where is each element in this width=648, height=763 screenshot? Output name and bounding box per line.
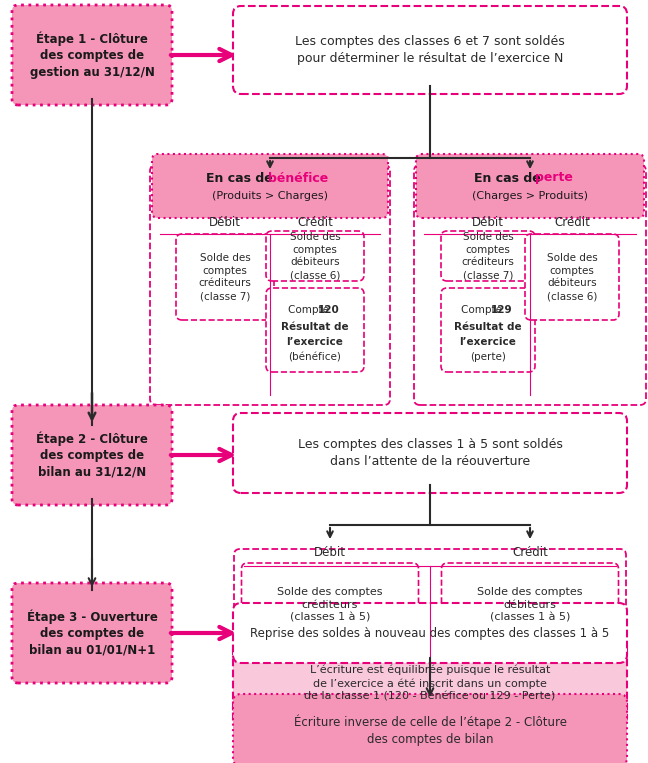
FancyBboxPatch shape <box>12 5 172 105</box>
Text: Solde des
comptes
débiteurs
(classe 6): Solde des comptes débiteurs (classe 6) <box>290 232 340 280</box>
FancyBboxPatch shape <box>233 641 627 725</box>
Text: En cas de: En cas de <box>207 172 277 185</box>
Text: bénéfice: bénéfice <box>268 172 328 185</box>
FancyBboxPatch shape <box>414 165 646 405</box>
FancyBboxPatch shape <box>150 165 390 405</box>
Text: 129: 129 <box>491 305 513 315</box>
FancyBboxPatch shape <box>441 231 535 281</box>
Text: Solde des
comptes
créditeurs
(classe 7): Solde des comptes créditeurs (classe 7) <box>198 253 251 301</box>
Text: Solde des
comptes
débiteurs
(classe 6): Solde des comptes débiteurs (classe 6) <box>547 253 597 301</box>
FancyBboxPatch shape <box>266 288 364 372</box>
FancyBboxPatch shape <box>416 154 644 218</box>
Text: (bénéfice): (bénéfice) <box>288 352 341 362</box>
Text: (Produits > Charges): (Produits > Charges) <box>212 191 328 201</box>
FancyBboxPatch shape <box>233 694 627 763</box>
Text: Compte: Compte <box>461 305 515 315</box>
FancyBboxPatch shape <box>441 288 535 372</box>
Text: Étape 2 - Clôture
des comptes de
bilan au 31/12/N: Étape 2 - Clôture des comptes de bilan a… <box>36 431 148 478</box>
Text: Les comptes des classes 6 et 7 sont soldés
pour déterminer le résultat de l’exer: Les comptes des classes 6 et 7 sont sold… <box>295 35 565 65</box>
Text: Crédit: Crédit <box>554 215 590 228</box>
FancyBboxPatch shape <box>525 234 619 320</box>
Text: l’exercice: l’exercice <box>286 337 343 347</box>
Text: l’exercice: l’exercice <box>459 337 516 347</box>
Text: Débit: Débit <box>472 215 504 228</box>
Text: Solde des
comptes
créditeurs
(classe 7): Solde des comptes créditeurs (classe 7) <box>461 232 515 280</box>
Text: Reprise des soldes à nouveau des comptes des classes 1 à 5: Reprise des soldes à nouveau des comptes… <box>250 626 610 639</box>
Text: Écriture inverse de celle de l’étape 2 - Clôture
des comptes de bilan: Écriture inverse de celle de l’étape 2 -… <box>294 714 566 745</box>
Text: 120: 120 <box>318 305 340 315</box>
FancyBboxPatch shape <box>242 563 419 647</box>
Text: L’écriture est équilibrée puisque le résultat
de l’exercice a été inscrit dans u: L’écriture est équilibrée puisque le rés… <box>305 665 555 701</box>
Text: Résultat de: Résultat de <box>281 322 349 332</box>
FancyBboxPatch shape <box>233 6 627 94</box>
FancyBboxPatch shape <box>12 583 172 683</box>
Text: Débit: Débit <box>314 546 346 559</box>
FancyBboxPatch shape <box>233 603 627 663</box>
Text: Débit: Débit <box>209 215 241 228</box>
Text: Crédit: Crédit <box>297 215 333 228</box>
FancyBboxPatch shape <box>441 563 618 647</box>
Text: Crédit: Crédit <box>512 546 548 559</box>
Text: Solde des comptes
créditeurs
(classes 1 à 5): Solde des comptes créditeurs (classes 1 … <box>277 588 383 623</box>
Text: Les comptes des classes 1 à 5 sont soldés
dans l’attente de la réouverture: Les comptes des classes 1 à 5 sont soldé… <box>297 438 562 468</box>
Text: Résultat de: Résultat de <box>454 322 522 332</box>
FancyBboxPatch shape <box>152 154 388 218</box>
FancyBboxPatch shape <box>233 413 627 493</box>
Text: perte: perte <box>535 172 573 185</box>
FancyBboxPatch shape <box>234 549 626 681</box>
Text: Étape 1 - Clôture
des comptes de
gestion au 31/12/N: Étape 1 - Clôture des comptes de gestion… <box>30 31 154 79</box>
Text: Étape 3 - Ouverture
des comptes de
bilan au 01/01/N+1: Étape 3 - Ouverture des comptes de bilan… <box>27 609 157 657</box>
FancyBboxPatch shape <box>12 405 172 505</box>
Text: (perte): (perte) <box>470 352 506 362</box>
Text: Compte: Compte <box>288 305 342 315</box>
FancyBboxPatch shape <box>176 234 274 320</box>
FancyBboxPatch shape <box>266 231 364 281</box>
Text: Solde des comptes
débiteurs
(classes 1 à 5): Solde des comptes débiteurs (classes 1 à… <box>477 588 583 623</box>
Text: (Charges > Produits): (Charges > Produits) <box>472 191 588 201</box>
Text: En cas de: En cas de <box>474 172 546 185</box>
